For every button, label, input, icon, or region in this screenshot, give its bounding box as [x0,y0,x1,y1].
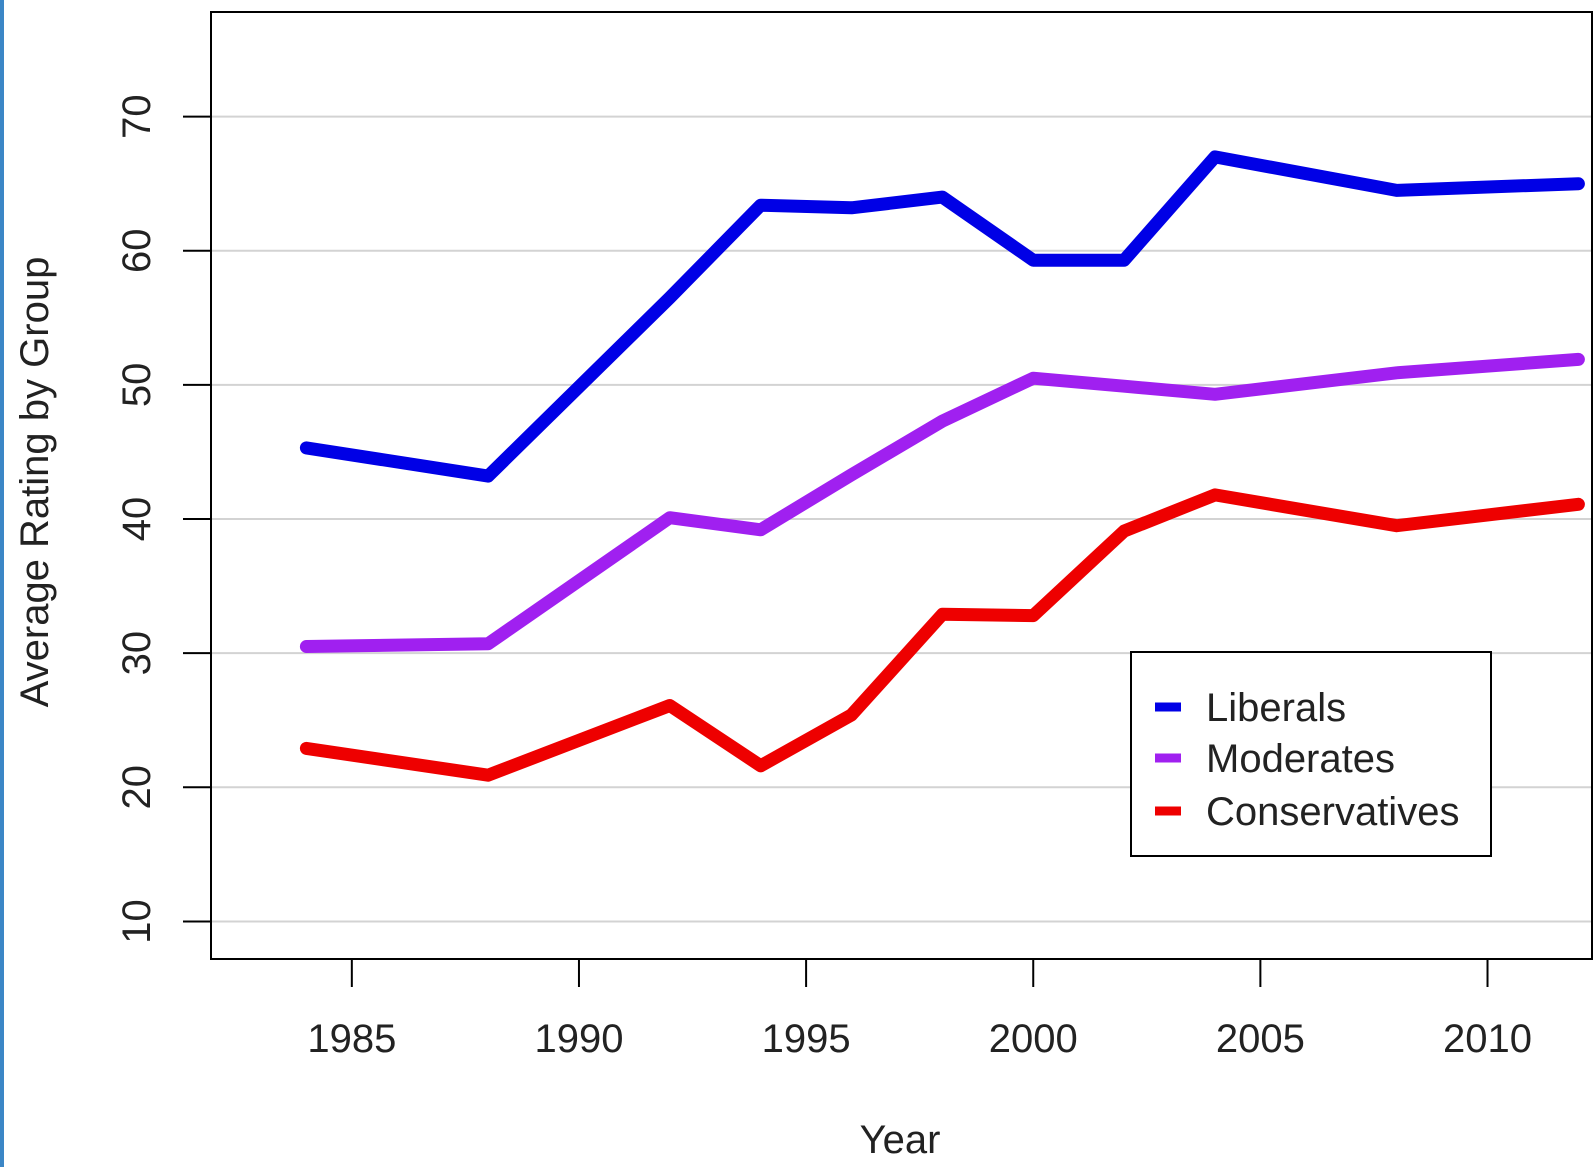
x-tick-label: 2010 [1443,1017,1532,1061]
y-tick-label: 30 [115,631,159,676]
legend: Liberals Moderates Conservatives [1130,651,1492,857]
legend-label: Conservatives [1206,790,1459,834]
y-tick-label: 60 [115,229,159,273]
y-tick-label: 20 [115,765,159,810]
y-axis: 10 20 30 40 50 60 70 [115,94,211,944]
x-tick-label: 1995 [762,1017,851,1061]
y-tick-label: 70 [115,94,159,139]
x-tick-label: 1990 [534,1017,623,1061]
x-axis-title: Year [860,1118,941,1162]
legend-label: Liberals [1206,686,1346,730]
series-line-moderates [299,352,1585,653]
x-tick-label: 2000 [989,1017,1078,1061]
y-axis-title: Average Rating by Group [13,257,57,708]
plot-frame [210,11,1593,960]
series-line-liberals [299,150,1585,483]
series-line-conservatives [299,488,1585,782]
legend-box [1130,651,1492,857]
x-tick-label: 2005 [1216,1017,1305,1061]
x-tick-label: 1985 [307,1017,396,1061]
y-tick-label: 40 [115,497,159,542]
x-axis: 1985 1990 1995 2000 2005 2010 [307,959,1532,1061]
y-tick-label: 10 [115,899,159,944]
y-tick-label: 50 [115,363,159,408]
series-lines [299,150,1585,782]
left-edge-bar [0,0,4,1167]
legend-label: Moderates [1206,737,1395,781]
